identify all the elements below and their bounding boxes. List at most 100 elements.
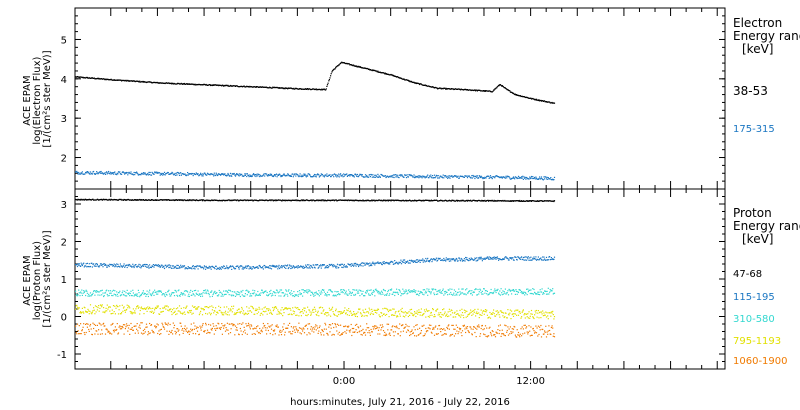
electron-data-point	[540, 177, 542, 179]
electron-data-point	[298, 176, 300, 178]
electron-data-point	[361, 174, 363, 176]
proton-data-point	[104, 292, 106, 294]
proton-data-point	[206, 289, 209, 291]
proton-data-point	[524, 294, 526, 296]
proton-data-point	[211, 309, 213, 311]
proton-data-point	[183, 311, 186, 313]
proton-data-point	[83, 291, 85, 294]
proton-data-point	[89, 304, 92, 306]
proton-data-point	[111, 199, 113, 201]
electron-data-point	[448, 177, 450, 179]
proton-data-point	[128, 305, 130, 308]
proton-data-point	[108, 306, 110, 308]
proton-data-point	[137, 265, 139, 267]
proton-data-point	[466, 259, 469, 261]
proton-data-point	[425, 260, 427, 262]
proton-data-point	[437, 200, 439, 202]
electron-data-point	[423, 176, 426, 178]
proton-data-point	[179, 267, 181, 269]
proton-data-point	[353, 265, 355, 267]
proton-data-point	[166, 199, 168, 201]
electron-data-point	[205, 173, 207, 175]
proton-data-point	[100, 263, 102, 265]
proton-data-point	[140, 266, 143, 268]
proton-data-point	[264, 265, 266, 267]
proton-data-point	[437, 293, 439, 295]
electron-data-point	[447, 177, 449, 179]
electron-data-point	[109, 173, 111, 175]
proton-data-point	[187, 268, 189, 270]
proton-data-point	[427, 294, 429, 296]
proton-data-point	[75, 290, 77, 292]
proton-data-point	[274, 199, 276, 201]
proton-data-point	[486, 314, 488, 316]
proton-data-point	[123, 306, 125, 308]
proton-data-point	[357, 264, 359, 266]
proton-data-point	[135, 199, 137, 201]
proton-data-point	[98, 322, 100, 324]
proton-data-point	[140, 294, 143, 296]
proton-data-point	[415, 199, 417, 201]
electron-data-point	[514, 93, 516, 95]
proton-data-point	[252, 200, 255, 202]
proton-data-point	[86, 262, 88, 264]
electron-data-point	[249, 85, 251, 87]
proton-data-point	[166, 305, 168, 307]
proton-data-point	[297, 291, 299, 293]
proton-data-point	[396, 262, 398, 264]
electron-data-point	[297, 174, 299, 176]
proton-data-point	[506, 292, 508, 294]
proton-data-point	[280, 289, 283, 291]
electron-data-point	[254, 174, 256, 176]
proton-data-point	[460, 292, 462, 294]
electron-data-point	[289, 175, 291, 177]
proton-data-point	[301, 199, 303, 201]
proton-data-point	[510, 318, 512, 320]
proton-data-point	[474, 289, 476, 291]
electron-data-point	[197, 84, 199, 86]
electron-data-point	[474, 89, 476, 91]
proton-data-point	[331, 306, 334, 308]
proton-data-point	[305, 264, 307, 266]
proton-data-point	[300, 311, 302, 313]
electron-data-point	[395, 176, 397, 178]
electron-data-point	[244, 86, 246, 88]
electron-data-point	[466, 89, 468, 91]
proton-data-point	[118, 326, 120, 328]
proton-data-point	[101, 329, 103, 331]
proton-data-point	[327, 312, 329, 314]
proton-data-point	[364, 291, 367, 293]
proton-data-point	[139, 264, 141, 266]
proton-data-point	[523, 259, 525, 261]
proton-data-point	[226, 291, 228, 293]
proton-data-point	[481, 312, 483, 314]
proton-data-point	[112, 305, 115, 307]
electron-data-point	[429, 176, 431, 178]
proton-data-point	[93, 263, 95, 265]
proton-data-point	[129, 264, 131, 266]
electron-data-point	[269, 174, 271, 176]
proton-data-point	[313, 292, 316, 294]
electron-data-point	[534, 99, 536, 101]
proton-data-point	[239, 199, 241, 201]
proton-data-point	[516, 259, 518, 261]
proton-data-point	[251, 306, 253, 308]
proton-data-point	[345, 266, 347, 268]
electron-data-point	[206, 84, 208, 86]
proton-data-point	[158, 265, 160, 268]
electron-data-point	[536, 178, 538, 180]
proton-data-point	[540, 257, 542, 259]
proton-data-point	[365, 262, 367, 264]
proton-data-point	[519, 200, 521, 202]
proton-data-point	[211, 295, 213, 297]
electron-data-point	[146, 81, 148, 83]
proton-data-point	[501, 292, 503, 294]
proton-data-point	[544, 258, 546, 260]
proton-data-point	[171, 267, 173, 269]
proton-data-point	[205, 265, 207, 267]
proton-data-point	[410, 290, 413, 292]
proton-data-point	[136, 199, 138, 201]
proton-data-point	[201, 295, 204, 297]
proton-data-point	[379, 292, 381, 294]
proton-data-point	[170, 308, 172, 310]
